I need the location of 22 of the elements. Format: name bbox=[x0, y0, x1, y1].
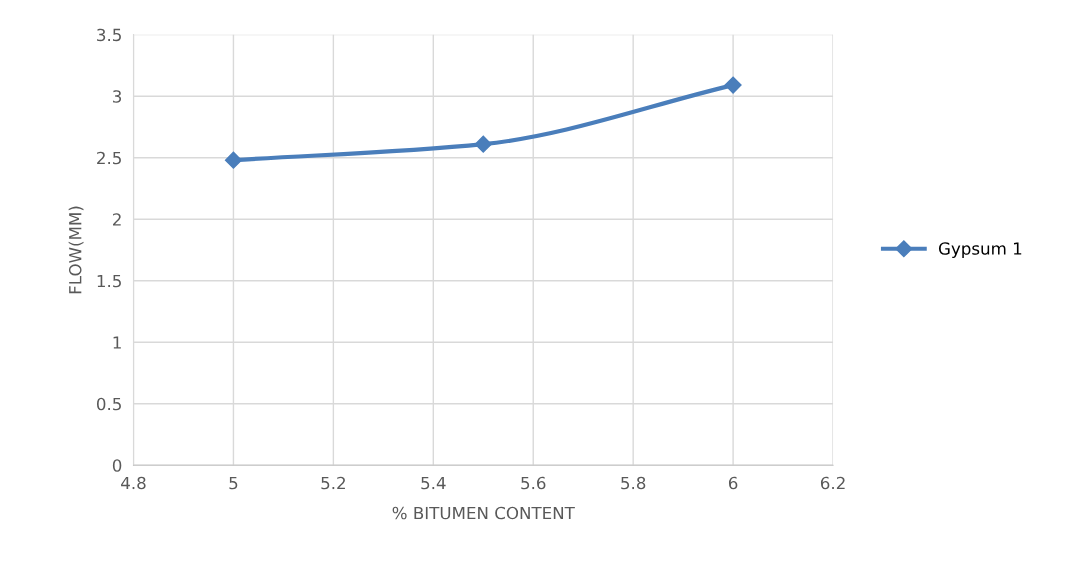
x-tick-label: 4.8 bbox=[121, 476, 146, 490]
x-tick-label: 5.6 bbox=[521, 476, 546, 490]
y-tick-label: 0.5 bbox=[96, 397, 121, 411]
x-tick-label: 6 bbox=[728, 476, 738, 490]
y-tick-label: 0 bbox=[112, 459, 122, 472]
x-tick-label: 5.2 bbox=[321, 476, 345, 490]
legend-label: Gypsum 1 bbox=[938, 242, 1022, 259]
y-tick-label: 2 bbox=[113, 213, 121, 226]
point bbox=[474, 135, 492, 153]
point bbox=[224, 151, 242, 169]
x-axis-title: % BITUMEN CONTENT bbox=[392, 506, 575, 520]
x-tick-label: 6.2 bbox=[820, 476, 845, 490]
y-tick-label: 1 bbox=[113, 336, 121, 349]
x-tick-label: 5.4 bbox=[421, 476, 446, 490]
x-tick-label: 5.8 bbox=[621, 476, 646, 490]
point bbox=[724, 76, 742, 94]
y-axis-title: FLOW(MM) bbox=[68, 206, 84, 294]
y-tick-label: 3 bbox=[113, 90, 122, 103]
x-tick-label: 5 bbox=[229, 476, 238, 490]
y-tick-label: 2.5 bbox=[97, 151, 121, 165]
y-tick-label: 1.5 bbox=[97, 274, 121, 288]
y-tick-label: 3.5 bbox=[97, 28, 121, 42]
